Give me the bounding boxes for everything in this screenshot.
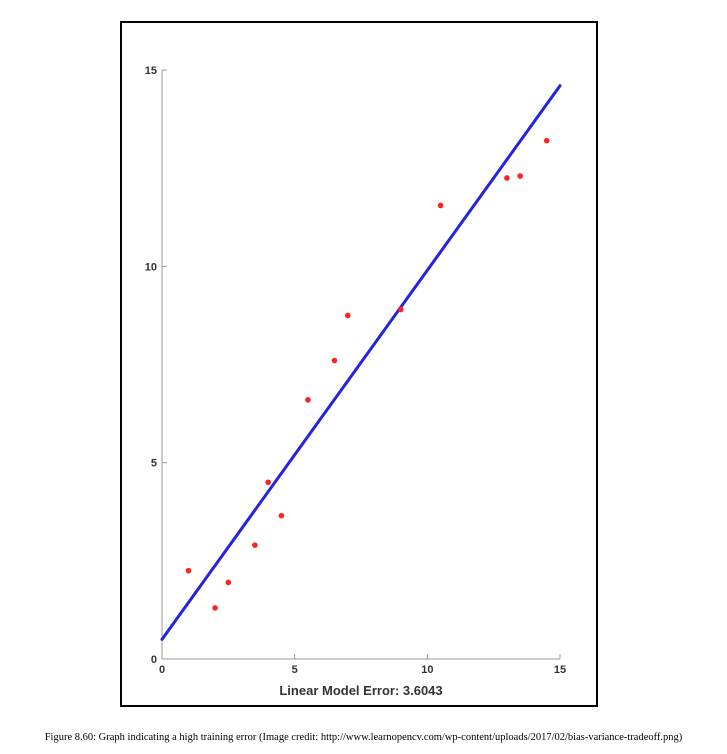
y-tick-label: 10 [145,261,157,273]
data-point [212,605,218,611]
data-point [265,479,271,486]
x-tick-label: 0 [159,664,165,676]
data-point [437,202,444,209]
data-point [331,357,338,364]
y-tick-label: 15 [145,65,157,77]
x-axis-label: Linear Model Error: 3.6043 [279,683,442,698]
y-tick-label: 0 [151,654,157,666]
axes: 0 5 10 15 0 5 10 15 [145,65,566,676]
data-point [278,512,285,519]
data-point [543,137,550,144]
fit-line-layer [160,84,562,641]
data-point [398,306,404,313]
data-point [517,173,523,179]
scatter-plot: 0 5 10 15 0 5 10 15 Linear Model Error: 3.6043 [145,65,566,698]
x-tick-label: 15 [554,664,566,676]
x-tick-label: 10 [421,664,433,676]
data-point [504,175,510,181]
y-tick-label: 5 [151,458,157,470]
points-layer [185,137,550,611]
chart-frame: 0 5 10 15 0 5 10 15 Linear Model Error: 3.6043 [120,21,598,707]
figure-caption: Figure 8.60: Graph indicating a high tra… [44,732,683,743]
data-point [252,542,258,548]
fit-line [160,84,562,641]
data-point [344,312,351,319]
data-point [225,579,232,586]
x-tick-label: 5 [292,664,298,676]
data-point [185,567,192,574]
data-point [305,397,311,403]
